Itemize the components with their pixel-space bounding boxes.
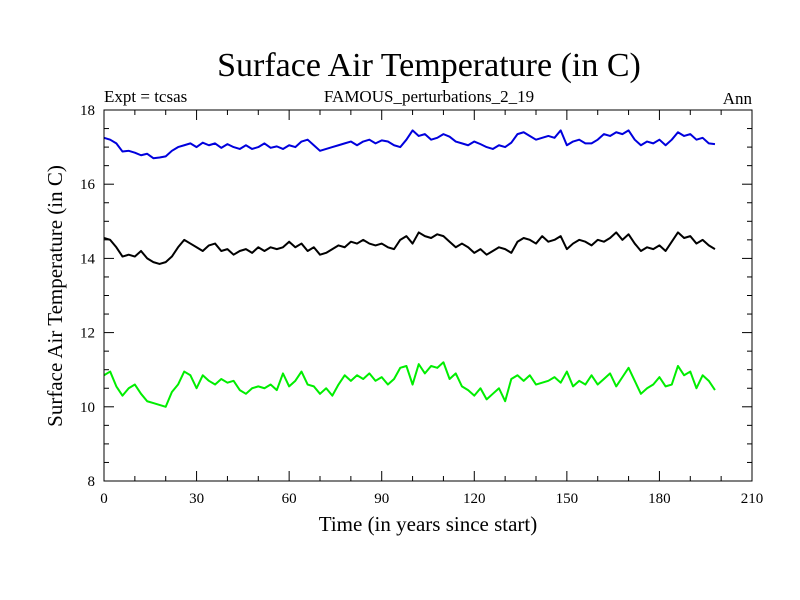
chart-subtitle-right: Ann — [723, 89, 753, 108]
x-axis-label: Time (in years since start) — [319, 512, 538, 536]
series-layer — [103, 129, 716, 408]
y-tick-label: 10 — [80, 400, 95, 416]
chart-title: Surface Air Temperature (in C) — [217, 47, 641, 84]
y-tick-label: 12 — [80, 326, 95, 342]
x-tick-label: 210 — [741, 491, 764, 507]
ticks-layer — [103, 109, 753, 482]
x-tick-label: 30 — [189, 491, 204, 507]
series-line-lower — [103, 361, 716, 408]
y-tick-label: 14 — [80, 251, 96, 267]
tick-labels-layer: 0 30 60 90 120 150 180 210 8 10 12 14 16 18 — [80, 103, 763, 507]
x-tick-label: 150 — [556, 491, 579, 507]
x-tick-label: 180 — [648, 491, 671, 507]
plot-frame — [103, 109, 753, 482]
y-axis-label: Surface Air Temperature (in C) — [43, 165, 67, 427]
x-tick-label: 90 — [374, 491, 389, 507]
series-line-middle — [103, 231, 716, 265]
y-tick-label: 18 — [80, 103, 95, 119]
x-tick-label: 60 — [282, 491, 297, 507]
chart-subtitle-center: FAMOUS_perturbations_2_19 — [324, 87, 534, 106]
y-tick-label: 8 — [88, 474, 96, 490]
x-tick-label: 0 — [100, 491, 108, 507]
x-tick-label: 120 — [463, 491, 486, 507]
y-tick-label: 16 — [80, 177, 96, 193]
series-line-upper — [103, 129, 716, 160]
chart-subtitle-left: Expt = tcsas — [104, 87, 187, 106]
